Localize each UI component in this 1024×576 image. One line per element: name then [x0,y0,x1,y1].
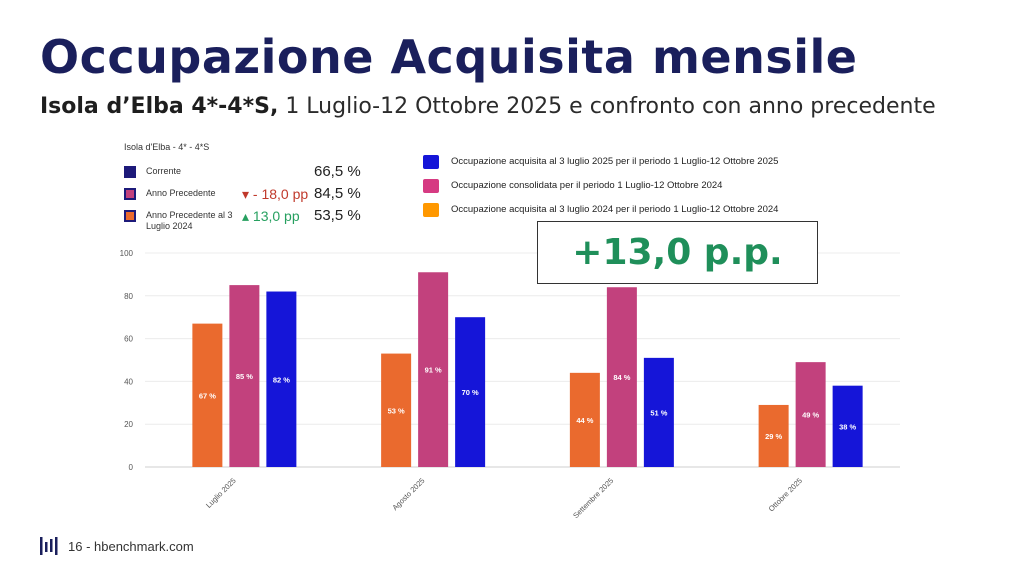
x-tick-label: Settembre 2025 [571,476,615,520]
kpi-panel: Isola d'Elba - 4* - 4*S Corrente 66,5 % … [124,142,384,234]
data-label: 29 % [765,432,782,441]
data-label: 49 % [802,411,819,420]
data-label: 67 % [199,391,216,400]
kpi-delta-previous-year-at-date: ▴ 13,0 pp [242,208,300,224]
footer-text: 16 - hbenchmark.com [68,539,194,554]
x-tick-label: Ottobre 2025 [767,476,804,513]
y-tick-label: 60 [124,335,133,344]
data-label: 38 % [839,422,856,431]
bar [266,291,297,467]
bar [418,272,449,467]
bar [229,285,260,467]
kpi-delta-previous-year: ▾ - 18,0 pp [242,186,309,202]
bar [643,357,674,467]
y-tick-label: 100 [120,249,134,258]
data-label: 82 % [273,375,290,384]
bar [455,317,486,467]
kpi-value-previous-year-at-date: 53,5 % [314,207,361,224]
kpi-label-previous-year: Anno Precedente [146,188,216,198]
hbenchmark-logo-icon [40,537,58,555]
x-tick-label: Agosto 2025 [390,476,426,512]
bar [758,404,789,467]
bar [832,385,863,467]
page-subtitle: Isola d’Elba 4*-4*S, 1 Luglio-12 Ottobre… [40,94,936,119]
data-label: 84 % [613,373,630,382]
data-label: 91 % [425,366,442,375]
data-label: 44 % [576,416,593,425]
legend-swatch-current [423,155,439,169]
legend-label-current: Occupazione acquisita al 3 luglio 2025 p… [451,156,779,167]
kpi-label-previous-year-at-date: Anno Precedente al 3 Luglio 2024 [146,210,233,231]
data-label: 51 % [650,408,667,417]
kpi-row-previous-year-at-date: Anno Precedente al 3 Luglio 2024 ▴ 13,0 … [124,207,384,231]
data-label: 53 % [388,406,405,415]
kpi-value-current: 66,5 % [314,163,361,180]
data-label: 85 % [236,372,253,381]
data-label: 70 % [462,388,479,397]
bar [381,353,412,467]
kpi-row-current: Corrente 66,5 % [124,163,384,186]
bar [192,323,223,467]
legend-label-previous-at-date: Occupazione acquisita al 3 luglio 2024 p… [451,204,779,215]
kpi-swatch-current [124,166,136,178]
y-tick-label: 40 [124,377,133,386]
y-tick-label: 20 [124,420,133,429]
y-tick-label: 80 [124,292,133,301]
legend-swatch-previous-at-date [423,203,439,217]
legend-item-previous-at-date: Occupazione acquisita al 3 luglio 2024 p… [423,200,843,220]
legend-item-consolidated: Occupazione consolidata per il periodo 1… [423,176,843,196]
legend-swatch-consolidated [423,179,439,193]
kpi-header: Isola d'Elba - 4* - 4*S [124,142,210,152]
kpi-row-previous-year: Anno Precedente ▾ - 18,0 pp 84,5 % [124,185,384,208]
subtitle-period: 1 Luglio-12 Ottobre 2025 e confronto con… [278,94,936,119]
bar [606,287,637,467]
legend-label-consolidated: Occupazione consolidata per il periodo 1… [451,180,723,191]
kpi-swatch-previous-year [124,188,136,200]
page-title: Occupazione Acquisita mensile [40,30,858,84]
legend-item-current: Occupazione acquisita al 3 luglio 2025 p… [423,152,843,172]
bar [569,372,600,467]
kpi-label-current: Corrente [146,166,182,176]
kpi-value-previous-year: 84,5 % [314,185,361,202]
callout-box: +13,0 p.p. [537,221,818,284]
y-tick-label: 0 [129,463,134,472]
kpi-swatch-previous-year-at-date [124,210,136,222]
subtitle-location: Isola d’Elba 4*-4*S, [40,94,279,119]
bar [795,362,826,467]
x-tick-label: Luglio 2025 [204,476,238,510]
